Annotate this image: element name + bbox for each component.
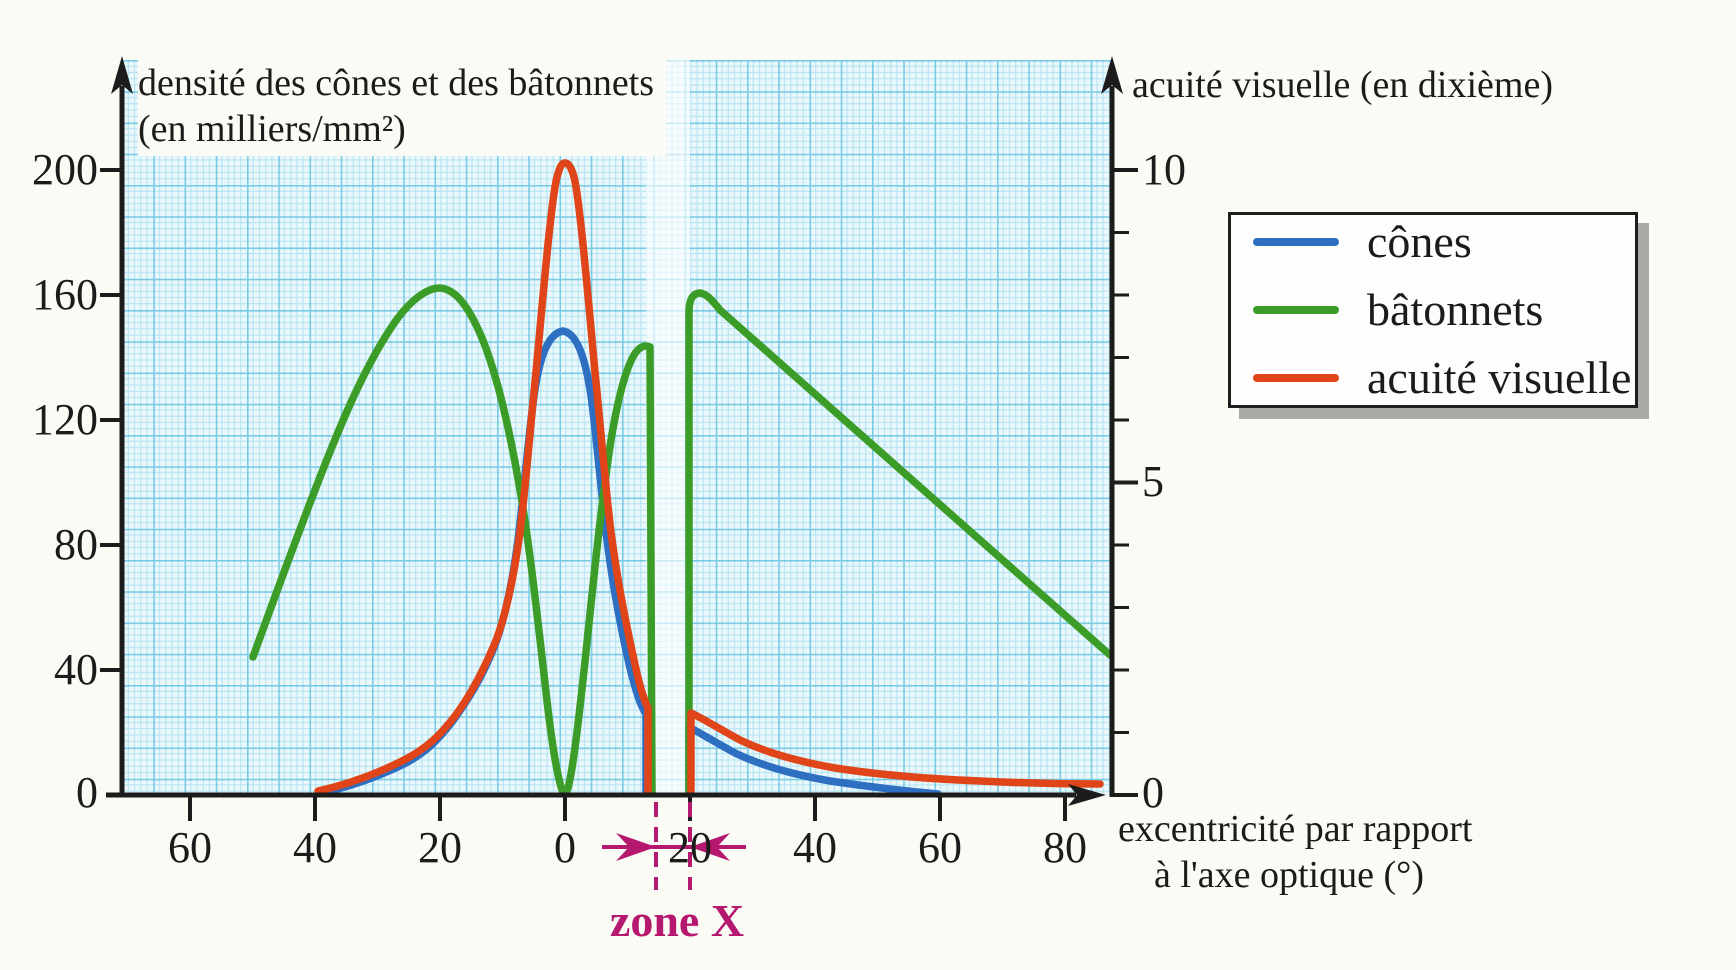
- right-axis-title: acuité visuelle (en dixième): [1132, 64, 1553, 106]
- legend-item-acuity: acuité visuelle: [1253, 350, 1635, 406]
- right-tick-5: 5: [1142, 457, 1164, 506]
- zone-x-arrowhead-right-icon: [616, 833, 656, 861]
- left-tick-40: 40: [54, 645, 98, 694]
- x-tick-0: 0: [554, 823, 576, 872]
- left-tick-200: 200: [32, 145, 98, 194]
- legend-label-rods: bâtonnets: [1367, 284, 1544, 335]
- left-tick-120: 120: [32, 395, 98, 444]
- rods-curve-right: [685, 289, 1114, 796]
- zone-x-label: zone X: [609, 895, 745, 946]
- axis-arrowheads: [111, 56, 1123, 806]
- cones-line-swatch-icon: [1253, 238, 1339, 246]
- x-tick-40-right: 40: [793, 823, 837, 872]
- x-tick-20-left: 20: [418, 823, 462, 872]
- right-axis-arrow-icon: [1101, 56, 1123, 94]
- acuity-curve-right: [687, 709, 1104, 795]
- zone-x-annotation: [602, 802, 746, 890]
- left-tick-0: 0: [76, 768, 98, 817]
- plot-area: [122, 60, 1112, 795]
- right-axis-minor-ticks: [1112, 231, 1129, 734]
- graph-grid: [122, 60, 1112, 795]
- x-tick-80-right: 80: [1043, 823, 1087, 872]
- right-tick-10: 10: [1142, 145, 1186, 194]
- cones-curve-right: [685, 723, 942, 798]
- x-tick-60-right: 60: [918, 823, 962, 872]
- x-axis-title-line2: à l'axe optique (°): [1154, 854, 1424, 896]
- zone-x-arrowhead-left-icon: [690, 833, 730, 861]
- acuity-curve-left: [314, 159, 652, 795]
- axes: [106, 86, 1115, 798]
- acuity-line-swatch-icon: [1253, 374, 1339, 382]
- left-tick-160: 160: [32, 270, 98, 319]
- curves: [249, 159, 1114, 798]
- x-axis-ticks: [188, 795, 1067, 821]
- x-axis-title-line1: excentricité par rapport: [1118, 808, 1473, 850]
- left-axis-title-line2: (en milliers/mm²): [138, 108, 406, 150]
- left-axis-title-line1: densité des cônes et des bâtonnets: [138, 62, 655, 104]
- legend-item-cones: cônes: [1253, 214, 1635, 270]
- x-tick-40-left: 40: [293, 823, 337, 872]
- x-tick-20-right: 20: [668, 823, 712, 872]
- left-axis-title: densité des cônes et des bâtonnets (en m…: [138, 60, 667, 156]
- left-axis-arrow-icon: [111, 56, 133, 94]
- left-axis-ticks: [100, 168, 122, 672]
- x-axis-arrow-icon: [1068, 784, 1106, 806]
- x-tick-60-left: 60: [168, 823, 212, 872]
- x-axis-title: excentricité par rapport à l'axe optique…: [1118, 806, 1472, 898]
- legend-item-rods: bâtonnets: [1253, 282, 1635, 338]
- rods-line-swatch-icon: [1253, 306, 1339, 314]
- right-axis-major-ticks: [1112, 168, 1138, 797]
- legend-label-cones: cônes: [1367, 216, 1472, 267]
- left-tick-80: 80: [54, 520, 98, 569]
- right-tick-0: 0: [1142, 768, 1164, 817]
- legend-label-acuity: acuité visuelle: [1367, 352, 1632, 403]
- legend-box: cônes bâtonnets acuité visuelle: [1228, 212, 1638, 408]
